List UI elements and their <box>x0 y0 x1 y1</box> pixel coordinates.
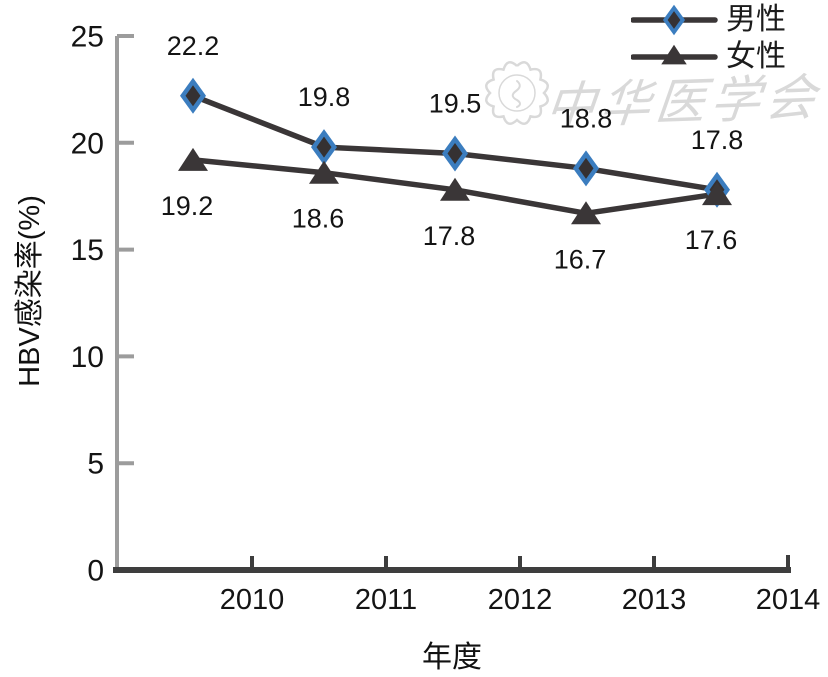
seal-inner-circle <box>498 74 536 112</box>
female-data-label: 16.7 <box>554 244 607 274</box>
female-data-label: 19.2 <box>161 191 214 221</box>
female-triangle-marker <box>309 160 339 184</box>
x-tick-label: 2011 <box>355 584 417 616</box>
female-triangle-marker <box>440 177 470 201</box>
legend-label-female: 女性 <box>726 39 786 73</box>
male-data-label: 22.2 <box>167 31 220 61</box>
legend: 男性 女性 <box>631 1 786 75</box>
male-data-label: 17.8 <box>691 125 744 155</box>
legend-item-female: 女性 <box>631 38 786 75</box>
male-diamond-marker-core <box>447 142 463 164</box>
seal-snake-emblem <box>511 80 521 108</box>
legend-label-male: 男性 <box>726 2 786 36</box>
y-tick-label: 10 <box>71 341 104 374</box>
female-triangle-marker <box>661 44 687 65</box>
x-tick-label: 2014 <box>756 584 821 616</box>
male-diamond-marker-core <box>316 136 332 158</box>
y-tick-label: 20 <box>71 127 104 160</box>
y-tick-label: 5 <box>87 448 104 481</box>
seal-scalloped-ring <box>485 61 549 125</box>
male-diamond-marker-core <box>578 157 594 179</box>
male-data-label: 19.5 <box>429 88 482 118</box>
x-tick-label: 2013 <box>622 584 687 616</box>
female-triangle-marker <box>571 201 601 225</box>
y-tick-label: 25 <box>71 21 104 54</box>
female-data-label: 18.6 <box>292 204 345 234</box>
x-tick-label: 2010 <box>220 584 285 616</box>
legend-item-male: 男性 <box>631 1 786 38</box>
male-diamond-marker-core <box>667 11 681 29</box>
female-data-label: 17.6 <box>685 225 738 255</box>
male-data-label: 18.8 <box>560 103 613 133</box>
x-tick-label: 2012 <box>488 584 553 616</box>
male-data-label: 19.8 <box>298 82 351 112</box>
x-axis-title: 年度 <box>422 641 482 674</box>
female-triangle-marker <box>178 147 208 171</box>
female-triangle-line-swatch <box>631 44 718 65</box>
male-diamond-line-swatch <box>631 4 718 36</box>
female-data-label: 17.8 <box>423 221 476 251</box>
y-tick-label: 0 <box>87 555 104 588</box>
female-triangle-marker <box>702 182 732 206</box>
y-tick-label: 15 <box>71 234 104 267</box>
male-diamond-marker-core <box>185 85 201 107</box>
y-axis-title: HBV感染率(%) <box>14 195 46 387</box>
